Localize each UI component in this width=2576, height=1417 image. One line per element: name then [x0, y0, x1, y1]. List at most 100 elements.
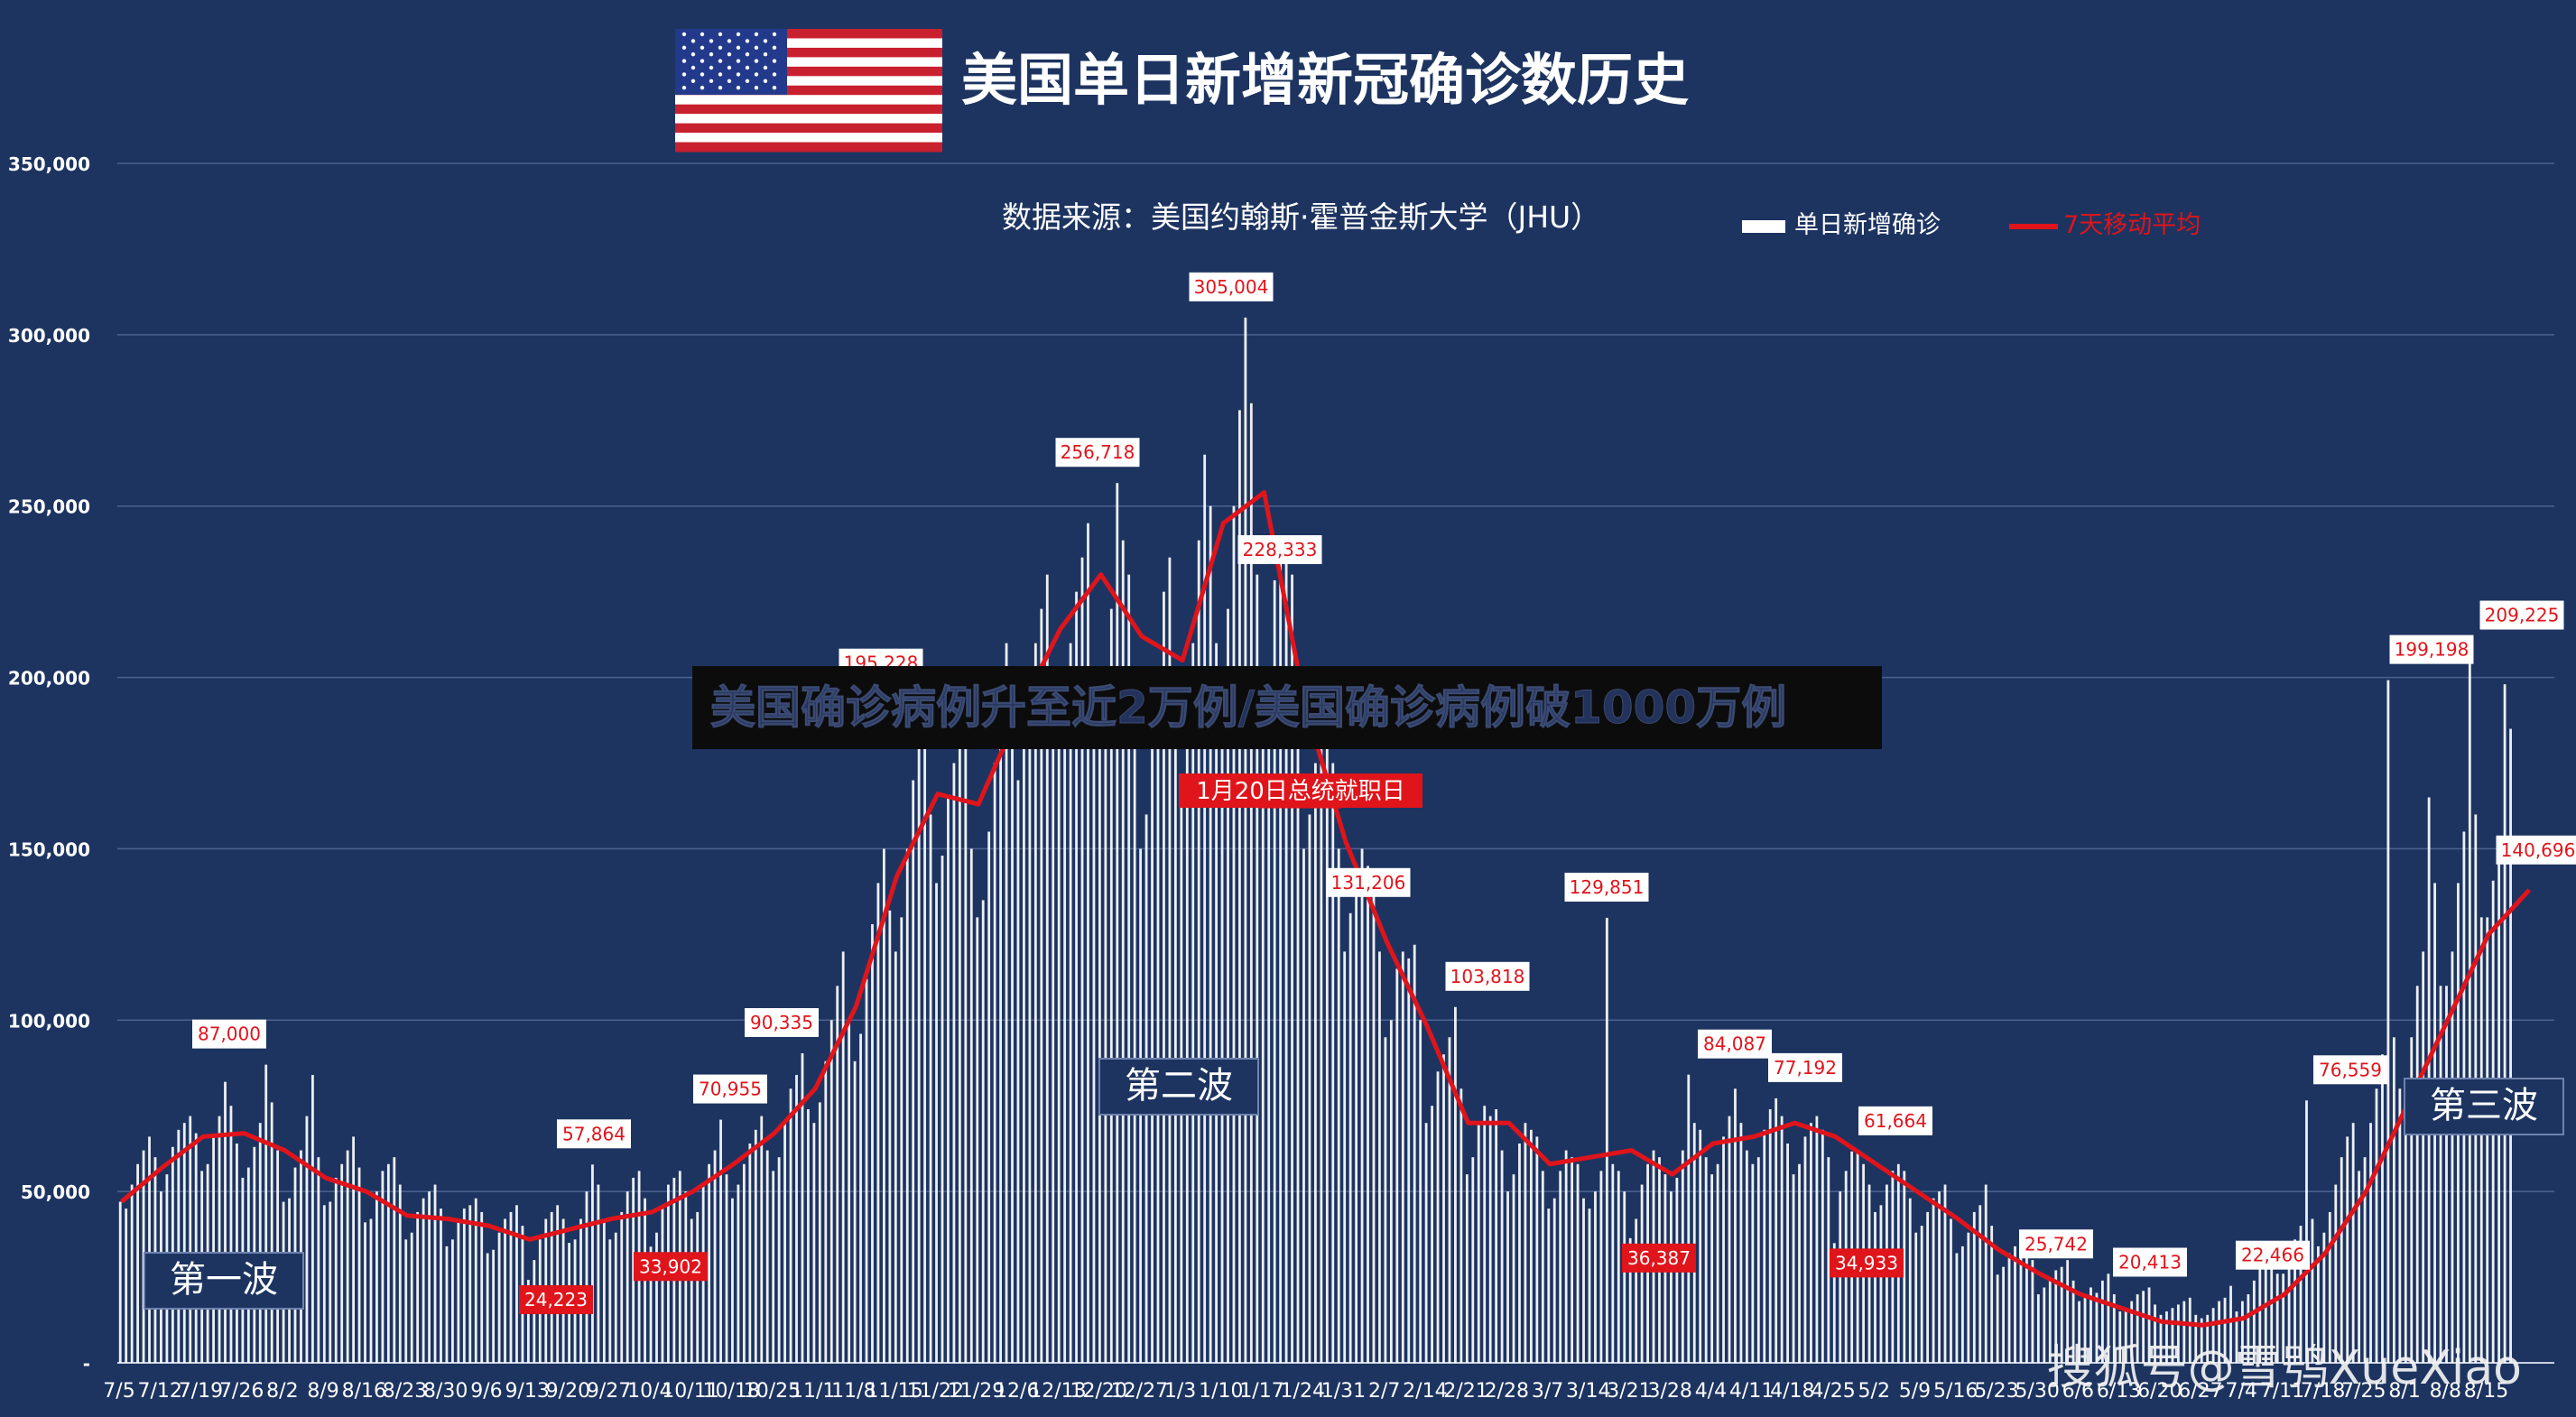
daily-case-bar [848, 1020, 851, 1363]
daily-case-bar [381, 1171, 385, 1363]
daily-case-bar [1075, 591, 1078, 1363]
daily-case-bar [2211, 1308, 2215, 1363]
x-tick-label: 8/16 [342, 1380, 386, 1403]
x-tick-label: 8/1 [2388, 1380, 2420, 1403]
daily-case-bar [2043, 1287, 2046, 1363]
data-label: 103,818 [1445, 961, 1530, 991]
wave-label-box [2404, 1078, 2564, 1135]
daily-case-bar [2147, 1287, 2151, 1363]
x-tick-label: 12/20 [1070, 1380, 1126, 1403]
daily-case-bar [1576, 1163, 1580, 1363]
moving-average-series [119, 490, 2532, 1328]
daily-case-bar [2439, 986, 2442, 1363]
daily-case-bar [264, 1064, 268, 1363]
daily-case-bar [1419, 1020, 1422, 1363]
flag-star [700, 32, 705, 37]
daily-case-bar [719, 1119, 722, 1363]
daily-case-bar [754, 1129, 757, 1363]
event-label-text: 1月20日总统就职日 [1196, 778, 1405, 805]
moving-average-line [119, 490, 2532, 1328]
x-tick-label: 9/13 [505, 1380, 549, 1403]
daily-case-bar [1185, 728, 1189, 1363]
daily-case-bar [2235, 1311, 2238, 1363]
daily-case-bar [1588, 1209, 1591, 1363]
flag-star [690, 52, 696, 57]
wave-label-box [144, 1252, 304, 1310]
daily-case-bar [428, 1191, 431, 1363]
wave-label-text: 第二波 [1125, 1065, 1233, 1107]
daily-case-bar [841, 951, 845, 1363]
daily-case-bar [1203, 454, 1207, 1363]
daily-case-bar [1810, 1123, 1812, 1363]
daily-case-bar [1529, 1129, 1533, 1363]
x-tick-label: 4/4 [1695, 1380, 1727, 1403]
daily-case-bar [346, 1150, 349, 1363]
x-tick-label: 7/12 [138, 1380, 182, 1403]
chart-header: 美国单日新增新冠确诊数历史 数据来源：美国约翰斯·霍普金斯大学（JHU） 单日新… [675, 29, 2201, 239]
daily-case-bar [1734, 1088, 1737, 1363]
daily-case-bar [632, 1177, 635, 1363]
y-tick-label: - [83, 1353, 90, 1375]
daily-case-bar [1832, 1243, 1836, 1363]
x-tick-label: 5/9 [1899, 1380, 1931, 1403]
daily-case-bar [1436, 1071, 1440, 1363]
daily-case-bar [177, 1129, 181, 1363]
data-label-text: 20,413 [2118, 1251, 2182, 1273]
daily-case-bar [1337, 848, 1340, 1363]
daily-case-bar [2107, 1273, 2110, 1363]
flag-star [736, 72, 741, 77]
daily-case-bar [859, 1033, 862, 1363]
data-label-box [2389, 634, 2474, 664]
daily-case-bar [1080, 557, 1084, 1363]
daily-case-bar [917, 728, 921, 1363]
daily-case-bar [468, 1205, 472, 1363]
flag-stripe [675, 29, 942, 39]
daily-case-bar [969, 848, 973, 1363]
data-label-box [519, 1285, 593, 1315]
daily-case-bar [2130, 1301, 2134, 1363]
data-label-box [745, 1007, 819, 1037]
daily-case-bar [1063, 711, 1067, 1363]
daily-case-bar [1028, 694, 1032, 1363]
daily-case-bar [1454, 1006, 1457, 1363]
flag-star [763, 79, 768, 84]
daily-case-bar [655, 1232, 658, 1363]
data-label-text: 34,933 [1835, 1252, 1898, 1273]
daily-case-bar [1367, 866, 1369, 1363]
daily-case-bar [818, 1102, 821, 1363]
daily-case-bar [1442, 1054, 1445, 1363]
daily-case-bar [556, 1205, 560, 1363]
daily-case-bar [2031, 1260, 2034, 1363]
daily-case-bar [1792, 1174, 1795, 1363]
daily-case-bar [1209, 505, 1212, 1363]
daily-case-bar [1238, 410, 1241, 1363]
daily-case-bar [1559, 1171, 1562, 1363]
x-tick-label: 8/30 [423, 1380, 468, 1403]
y-tick-label: 200,000 [8, 668, 90, 690]
daily-case-bar [1116, 483, 1119, 1363]
chart-title: 美国单日新增新冠确诊数历史 [961, 47, 1689, 113]
data-label: 34,933 [1830, 1248, 1904, 1278]
daily-case-bar [2218, 1301, 2220, 1363]
flag-star [754, 86, 759, 90]
daily-case-bar [941, 856, 944, 1363]
daily-case-bar [783, 1123, 786, 1363]
data-label-text: 57,864 [562, 1123, 625, 1144]
daily-case-bar [1016, 780, 1020, 1363]
daily-case-bar [1127, 574, 1131, 1363]
daily-case-bar [1535, 1136, 1539, 1363]
daily-case-bar [591, 1164, 594, 1363]
daily-case-bar [509, 1211, 513, 1363]
daily-case-bar [2124, 1308, 2127, 1363]
daily-case-bar [1256, 574, 1259, 1363]
x-tick-label: 11/22 [907, 1380, 964, 1403]
daily-case-bar [2112, 1294, 2116, 1363]
flag-star [736, 32, 741, 37]
daily-case-bar [1955, 1253, 1959, 1363]
daily-case-bar [981, 900, 985, 1363]
flag-star [772, 59, 777, 63]
daily-case-bar [2188, 1297, 2191, 1363]
daily-case-bar [1011, 746, 1014, 1363]
daily-case-bar [2171, 1308, 2174, 1363]
flag-star [736, 86, 741, 90]
